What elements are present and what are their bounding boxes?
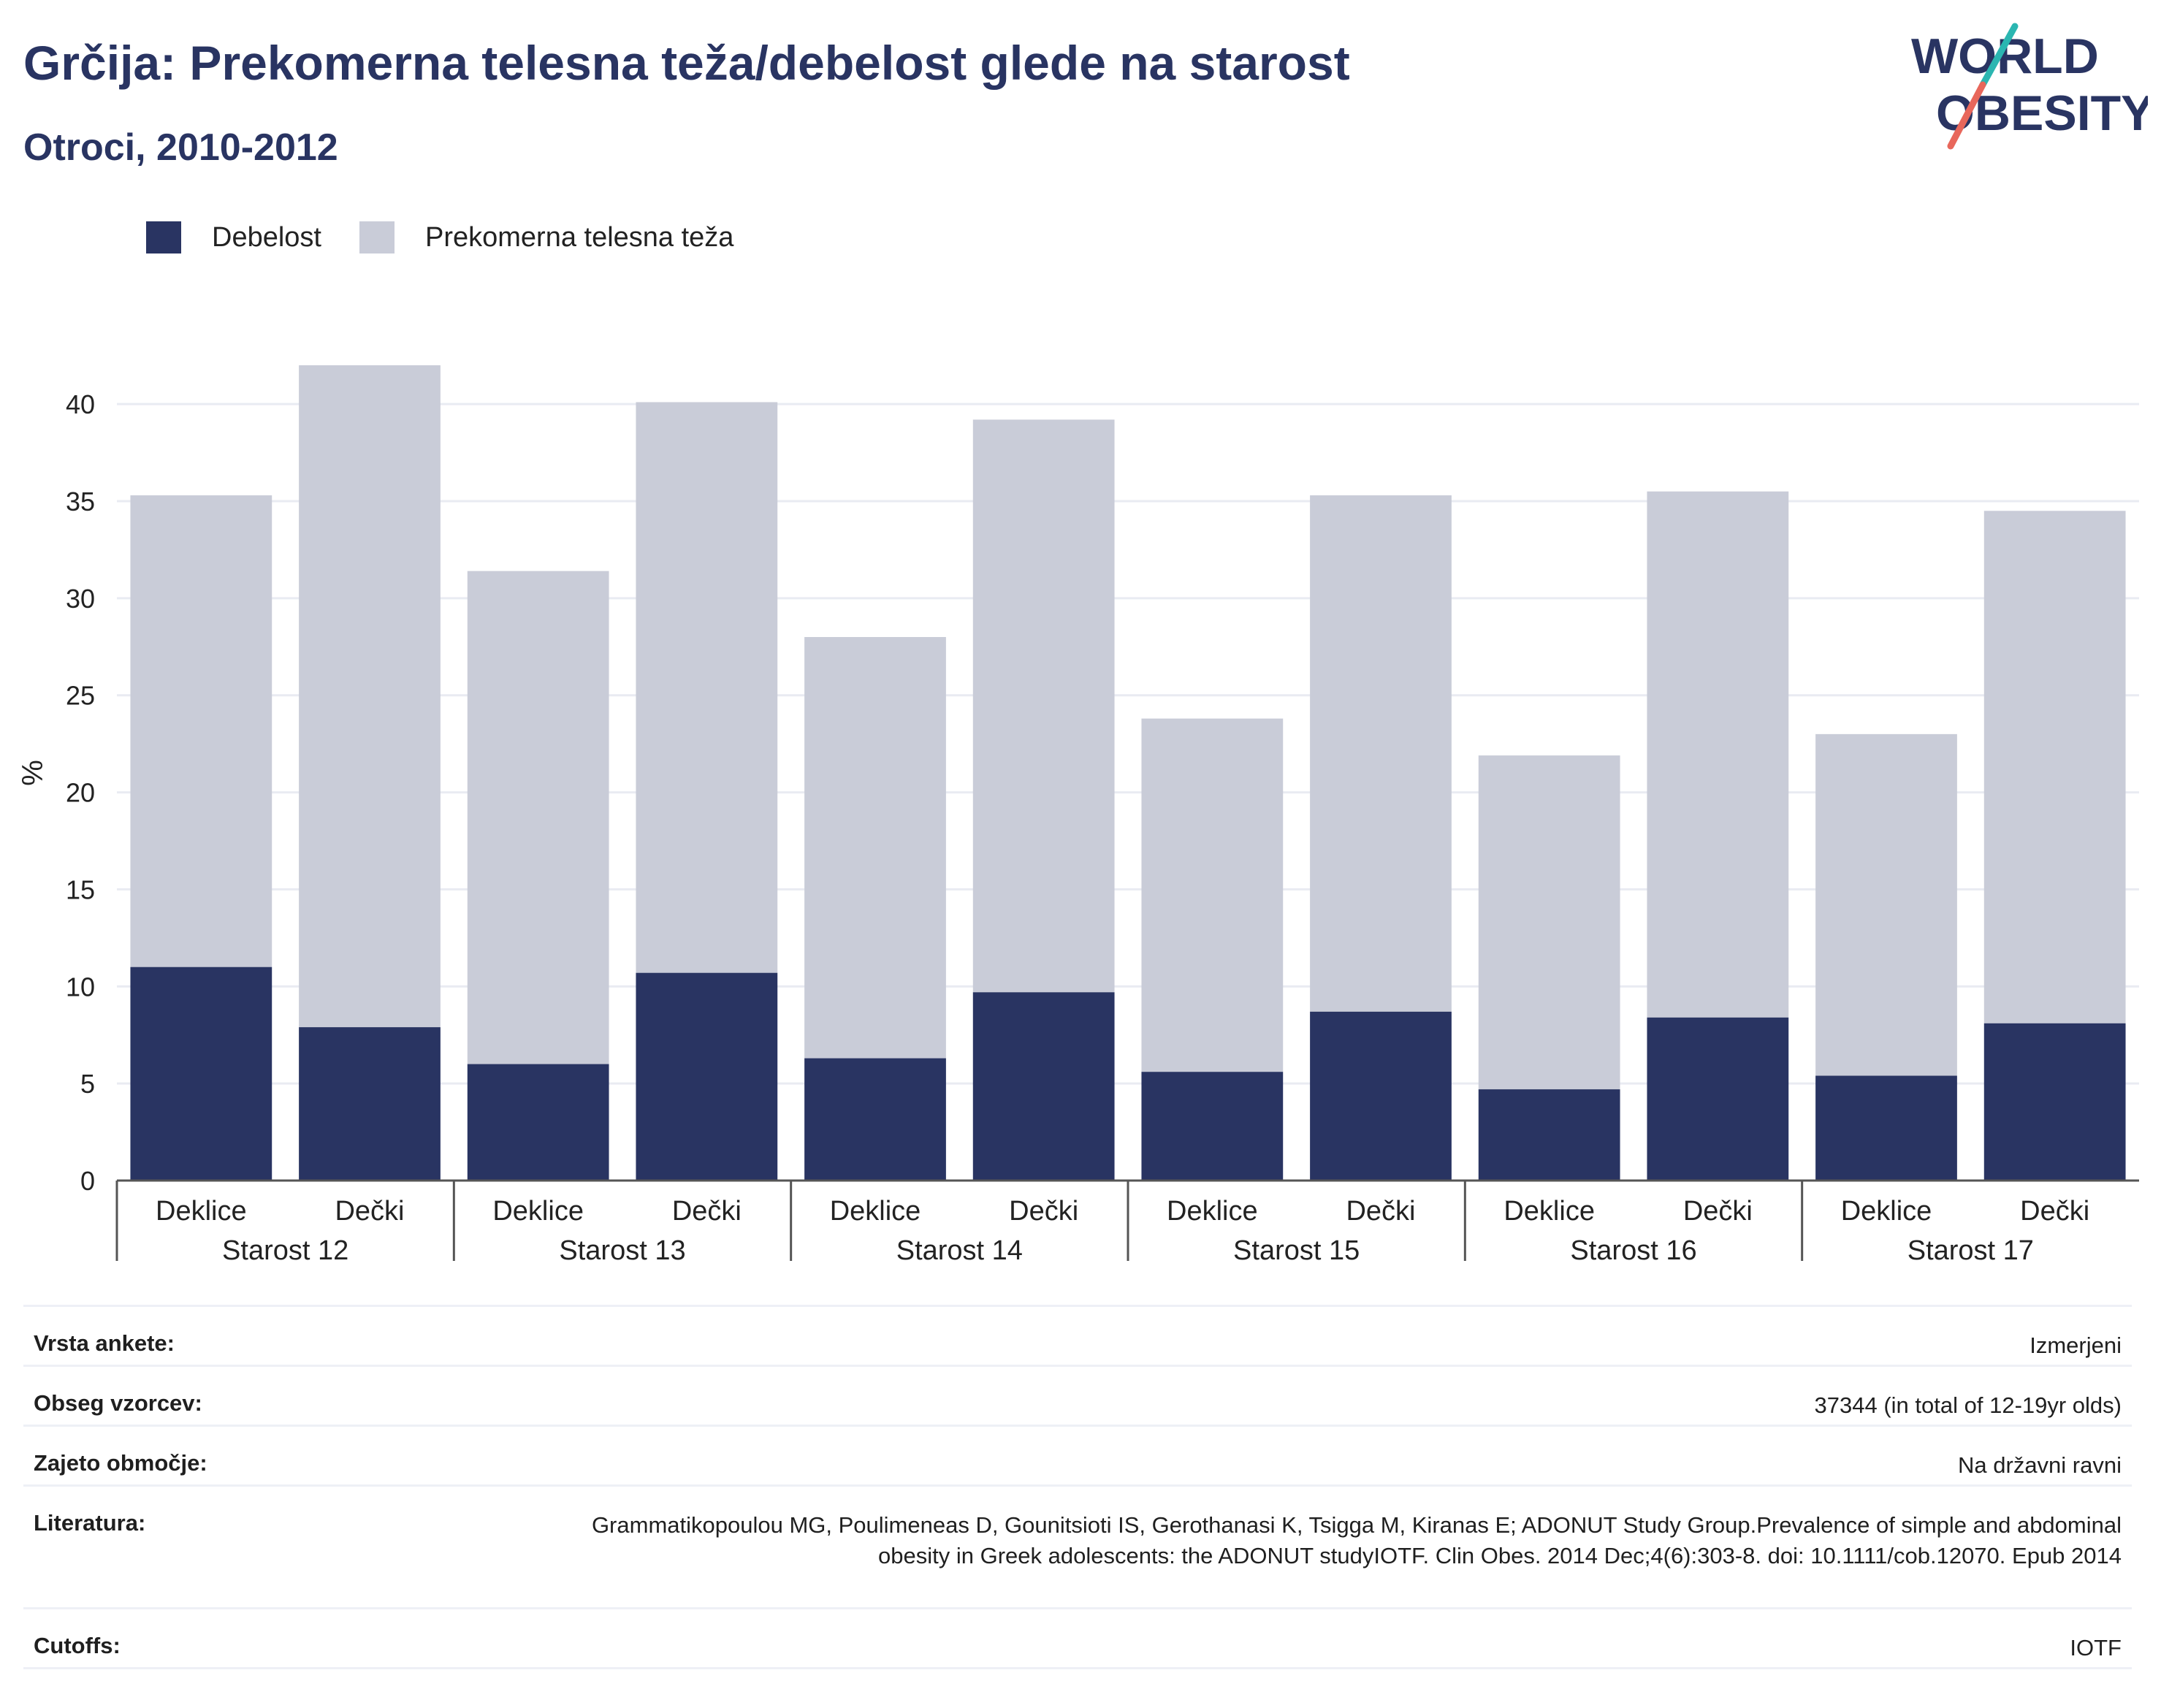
- bar-overweight: [1310, 495, 1452, 1012]
- x-tick-label: Dečki: [2020, 1196, 2089, 1227]
- bar-overweight: [1141, 718, 1284, 1072]
- bar-obesity: [1983, 1023, 2126, 1181]
- group-label: Starost 14: [896, 1235, 1023, 1266]
- bar-obesity: [804, 1058, 946, 1181]
- info-key: Obseg vzorcev:: [34, 1390, 202, 1416]
- logo-line1: WORLD: [1911, 28, 2099, 84]
- survey-info-table: Vrsta ankete: Izmerjeni Obseg vzorcev: 3…: [23, 1305, 2132, 1669]
- bar-overweight: [1983, 511, 2126, 1023]
- info-row-cutoffs: Cutoffs: IOTF: [23, 1607, 2132, 1667]
- x-tick-label: Dečki: [1346, 1196, 1415, 1227]
- info-value: 37344 (in total of 12-19yr olds): [1814, 1392, 2122, 1418]
- x-tick-label: Dečki: [672, 1196, 742, 1227]
- y-tick-label: 15: [66, 874, 95, 904]
- info-row-literature: Literatura: Grammatikopoulou MG, Poulime…: [23, 1484, 2132, 1607]
- x-tick-label: Deklice: [1841, 1196, 1932, 1227]
- bar-overweight: [467, 571, 609, 1064]
- legend-label-overweight: Prekomerna telesna teža: [424, 221, 734, 253]
- group-label: Starost 17: [1907, 1235, 2034, 1266]
- info-key: Zajeto območje:: [34, 1450, 207, 1476]
- stacked-bar-chart: 0 5 10 15 20 25 30 35 40% Deklice Dečki Deklice Dečk…: [17, 365, 2139, 1266]
- bar-obesity: [1310, 1011, 1452, 1181]
- x-tick-label: Dečki: [1683, 1196, 1753, 1227]
- group-label: Starost 16: [1570, 1235, 1696, 1266]
- bar-overweight: [804, 637, 946, 1059]
- x-tick-label: Deklice: [156, 1196, 247, 1227]
- bar-obesity: [1815, 1075, 1957, 1181]
- logo-teal-slash: [1979, 23, 2019, 88]
- info-value: Na državni ravni: [1958, 1452, 2122, 1478]
- chart-subtitle: Otroci, 2010-2012: [23, 126, 338, 169]
- bar-obesity: [467, 1064, 609, 1181]
- bar-overweight: [972, 419, 1115, 993]
- info-bottom-rule: [23, 1667, 2132, 1669]
- bar-obesity: [299, 1027, 441, 1181]
- info-value: IOTF: [2070, 1635, 2122, 1661]
- y-tick-label: 10: [66, 972, 95, 1002]
- bar-obesity: [636, 972, 778, 1181]
- y-tick-label: 40: [66, 389, 95, 419]
- bar-obesity: [972, 992, 1115, 1181]
- group-label: Starost 12: [222, 1235, 348, 1266]
- bar-overweight: [1815, 733, 1957, 1076]
- y-tick-label: 5: [80, 1069, 95, 1099]
- bar-obesity: [130, 967, 272, 1181]
- info-key: Literatura:: [34, 1510, 146, 1536]
- y-tick-label: 0: [80, 1166, 95, 1196]
- group-label: Starost 13: [559, 1235, 685, 1266]
- x-tick-label: Dečki: [1009, 1196, 1078, 1227]
- legend-label-obesity: Debelost: [212, 221, 321, 253]
- bar-obesity: [1647, 1017, 1789, 1181]
- chart-title: Grčija: Prekomerna telesna teža/debelost…: [23, 36, 1350, 90]
- y-axis-label: %: [17, 760, 49, 786]
- y-tick-label: 30: [66, 584, 95, 614]
- bar-overweight: [1478, 755, 1620, 1090]
- world-obesity-logo: WORLD OBESITY: [1911, 23, 2148, 150]
- x-tick-label: Deklice: [492, 1196, 584, 1227]
- bar-overweight: [299, 365, 441, 1028]
- bar-obesity: [1478, 1089, 1620, 1181]
- x-tick-label: Deklice: [830, 1196, 921, 1227]
- x-tick-label: Deklice: [1167, 1196, 1258, 1227]
- bar-overweight: [636, 402, 778, 973]
- x-tick-label: Dečki: [335, 1196, 404, 1227]
- legend-swatch-overweight: [359, 221, 395, 253]
- y-tick-label: 20: [66, 778, 95, 808]
- x-tick-label: Deklice: [1503, 1196, 1595, 1227]
- info-key: Vrsta ankete:: [34, 1330, 175, 1356]
- legend-swatch-obesity: [146, 221, 181, 253]
- chart-legend: Debelost Prekomerna telesna teža: [146, 219, 771, 256]
- info-value: Izmerjeni: [2029, 1333, 2122, 1358]
- info-key: Cutoffs:: [34, 1633, 121, 1658]
- y-tick-label: 25: [66, 681, 95, 711]
- info-value: Grammatikopoulou MG, Poulimeneas D, Goun…: [591, 1512, 2122, 1568]
- bar-overweight: [130, 495, 272, 967]
- y-tick-label: 35: [66, 487, 95, 516]
- info-row-coverage: Zajeto območje: Na državni ravni: [23, 1425, 2132, 1484]
- logo-coral-slash: [1947, 81, 1986, 150]
- bar-obesity: [1141, 1072, 1284, 1181]
- bar-overweight: [1647, 491, 1789, 1018]
- info-row-survey-type: Vrsta ankete: Izmerjeni: [23, 1305, 2132, 1365]
- info-row-sample-size: Obseg vzorcev: 37344 (in total of 12-19y…: [23, 1365, 2132, 1425]
- group-label: Starost 15: [1233, 1235, 1360, 1266]
